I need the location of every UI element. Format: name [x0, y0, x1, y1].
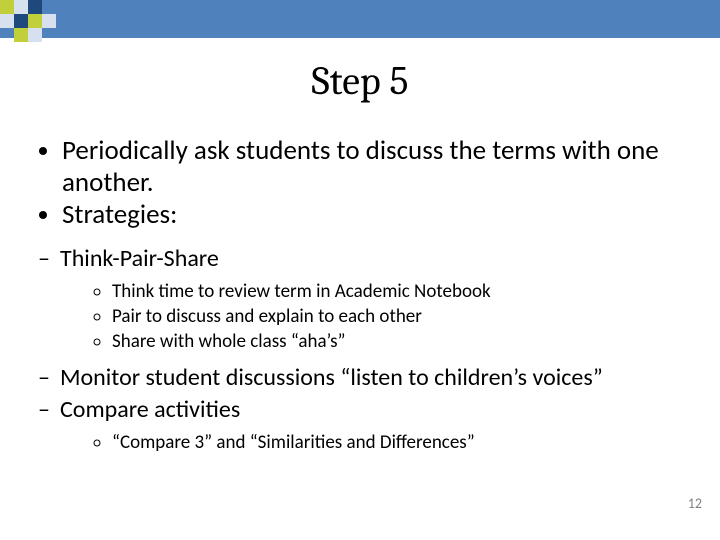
- detail-item: Pair to discuss and explain to each othe…: [112, 305, 690, 330]
- top-bullet: Strategies:: [62, 199, 690, 231]
- sub-bullet-label: Monitor student discussions “listen to c…: [60, 363, 603, 392]
- slide-title: Step 5: [0, 58, 720, 104]
- corner-decoration: [0, 0, 80, 50]
- top-bullet: Periodically ask students to discuss the…: [62, 135, 690, 199]
- detail-item: Share with whole class “aha’s”: [112, 330, 690, 355]
- sub-bullet: Monitor student discussions “listen to c…: [60, 364, 690, 392]
- slide-content: Periodically ask students to discuss the…: [30, 135, 690, 456]
- sub-bullet: Compare activities “Compare 3” and “Simi…: [60, 396, 690, 456]
- detail-item: Think time to review term in Academic No…: [112, 280, 690, 305]
- detail-item: “Compare 3” and “Similarities and Differ…: [112, 431, 690, 456]
- sub-bullet-label: Think-Pair-Share: [60, 244, 219, 273]
- sub-bullet-label: Compare activities: [60, 395, 240, 424]
- page-number: 12: [688, 495, 702, 512]
- detail-list: “Compare 3” and “Similarities and Differ…: [60, 431, 690, 456]
- top-bullet-list: Periodically ask students to discuss the…: [30, 135, 690, 231]
- sub-bullet-list: Think-Pair-Share Think time to review te…: [30, 245, 690, 457]
- header-bar: [0, 0, 720, 38]
- detail-list: Think time to review term in Academic No…: [60, 280, 690, 354]
- sub-bullet: Think-Pair-Share Think time to review te…: [60, 245, 690, 355]
